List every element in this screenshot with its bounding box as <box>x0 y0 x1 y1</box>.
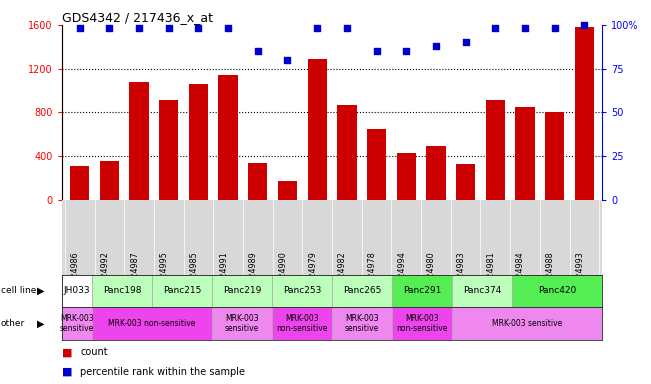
Bar <box>272 275 332 307</box>
Point <box>549 25 560 31</box>
Text: JH033: JH033 <box>64 286 90 295</box>
Text: MRK-003 non-sensitive: MRK-003 non-sensitive <box>108 319 195 328</box>
Bar <box>159 100 178 200</box>
Point <box>431 43 441 49</box>
Point <box>163 25 174 31</box>
Text: Panc215: Panc215 <box>163 286 201 295</box>
Text: percentile rank within the sample: percentile rank within the sample <box>80 367 245 377</box>
Point <box>579 22 590 28</box>
Bar <box>92 275 152 307</box>
Bar <box>272 307 332 340</box>
Point <box>519 25 530 31</box>
Point <box>253 48 263 54</box>
Point <box>193 25 204 31</box>
Bar <box>307 59 327 200</box>
Text: Panc265: Panc265 <box>343 286 381 295</box>
Bar <box>516 107 534 200</box>
Text: Panc219: Panc219 <box>223 286 261 295</box>
Text: MRK-003
non-sensitive: MRK-003 non-sensitive <box>276 314 327 333</box>
Bar <box>212 307 272 340</box>
Text: MRK-003
sensitive: MRK-003 sensitive <box>225 314 259 333</box>
Bar <box>152 275 212 307</box>
Bar <box>545 112 564 200</box>
Point <box>74 25 85 31</box>
Point <box>104 25 115 31</box>
Bar <box>100 161 119 200</box>
Bar <box>367 129 386 200</box>
Point <box>371 48 381 54</box>
Text: ■: ■ <box>62 367 72 377</box>
Bar <box>70 166 89 200</box>
Bar <box>452 275 512 307</box>
Bar <box>575 27 594 200</box>
Point <box>223 25 233 31</box>
Bar <box>332 275 392 307</box>
Text: Panc198: Panc198 <box>103 286 141 295</box>
Bar <box>332 307 392 340</box>
Point <box>401 48 411 54</box>
Text: MRK-003 sensitive: MRK-003 sensitive <box>492 319 562 328</box>
Bar <box>189 84 208 200</box>
Bar <box>392 307 452 340</box>
Point <box>342 25 352 31</box>
Text: cell line: cell line <box>1 286 36 295</box>
Bar <box>452 307 602 340</box>
Text: MRK-003
sensitive: MRK-003 sensitive <box>345 314 379 333</box>
Bar <box>219 75 238 200</box>
Text: ▶: ▶ <box>36 318 44 329</box>
Text: count: count <box>80 347 107 357</box>
Bar <box>278 180 297 200</box>
Bar <box>337 105 357 200</box>
Text: MRK-003
non-sensitive: MRK-003 non-sensitive <box>396 314 448 333</box>
Text: ▶: ▶ <box>36 286 44 296</box>
Bar <box>396 153 416 200</box>
Text: MRK-003
sensitive: MRK-003 sensitive <box>60 314 94 333</box>
Text: other: other <box>1 319 25 328</box>
Bar <box>62 307 92 340</box>
Bar <box>92 307 212 340</box>
Text: GDS4342 / 217436_x_at: GDS4342 / 217436_x_at <box>62 11 213 24</box>
Bar <box>486 100 505 200</box>
Point <box>460 39 471 45</box>
Point <box>490 25 501 31</box>
Bar <box>392 275 452 307</box>
Bar <box>456 164 475 200</box>
Point <box>312 25 322 31</box>
Bar <box>248 162 268 200</box>
Text: Panc253: Panc253 <box>283 286 321 295</box>
Bar <box>426 146 445 200</box>
Text: Panc291: Panc291 <box>403 286 441 295</box>
Text: ■: ■ <box>62 347 72 357</box>
Text: Panc374: Panc374 <box>463 286 501 295</box>
Bar <box>62 275 92 307</box>
Bar <box>212 275 272 307</box>
Point <box>283 57 293 63</box>
Point <box>134 25 145 31</box>
Bar <box>130 82 148 200</box>
Text: Panc420: Panc420 <box>538 286 576 295</box>
Bar <box>512 275 602 307</box>
